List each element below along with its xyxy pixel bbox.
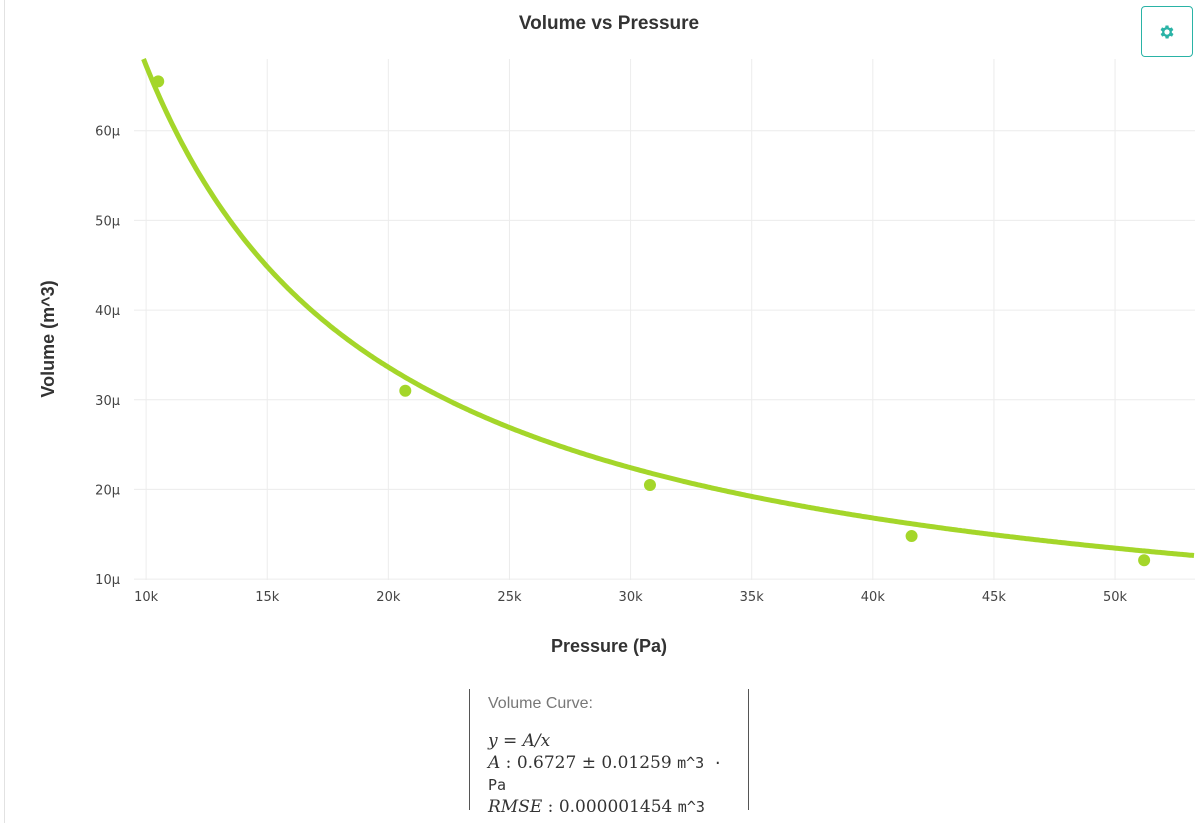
fit-results-box: Volume Curve: y = A/x A : 0.6727 ± 0.012… — [469, 689, 749, 817]
fit-parameter-a: A : 0.6727 ± 0.01259 m^3 · Pa — [488, 753, 723, 794]
gear-icon — [1160, 24, 1174, 39]
fit-equation: y = A/x — [488, 731, 551, 751]
y-tick-label: 30µ — [95, 394, 120, 409]
data-point — [643, 478, 656, 491]
x-tick-label: 20k — [376, 590, 401, 605]
x-tick-label: 25k — [497, 590, 522, 605]
data-point — [152, 75, 165, 88]
y-tick-label: 50µ — [95, 214, 120, 229]
fit-title: Volume Curve: — [488, 695, 593, 712]
data-point — [905, 530, 918, 543]
chart-title: Volume vs Pressure — [518, 13, 700, 34]
x-axis-label: Pressure (Pa) — [551, 636, 667, 656]
chart-frame — [4, 0, 1204, 823]
x-tick-label: 10k — [134, 590, 159, 605]
y-tick-label: 10µ — [95, 573, 120, 588]
x-tick-label: 15k — [255, 590, 280, 605]
y-tick-label: 60µ — [95, 125, 120, 140]
x-tick-label: 45k — [982, 590, 1007, 605]
y-tick-label: 40µ — [95, 304, 120, 319]
x-tick-label: 35k — [740, 590, 765, 605]
x-tick-label: 40k — [861, 590, 886, 605]
x-tick-label: 50k — [1103, 590, 1128, 605]
fit-rmse: RMSE : 0.000001454 m^3 — [488, 797, 705, 817]
settings-button[interactable] — [1141, 6, 1193, 57]
x-tick-label: 30k — [619, 590, 644, 605]
data-point — [399, 384, 412, 397]
data-point — [1138, 554, 1151, 567]
fit-curve — [141, 58, 1195, 558]
y-axis-label: Volume (m^3) — [38, 280, 58, 397]
y-tick-label: 20µ — [95, 483, 120, 498]
